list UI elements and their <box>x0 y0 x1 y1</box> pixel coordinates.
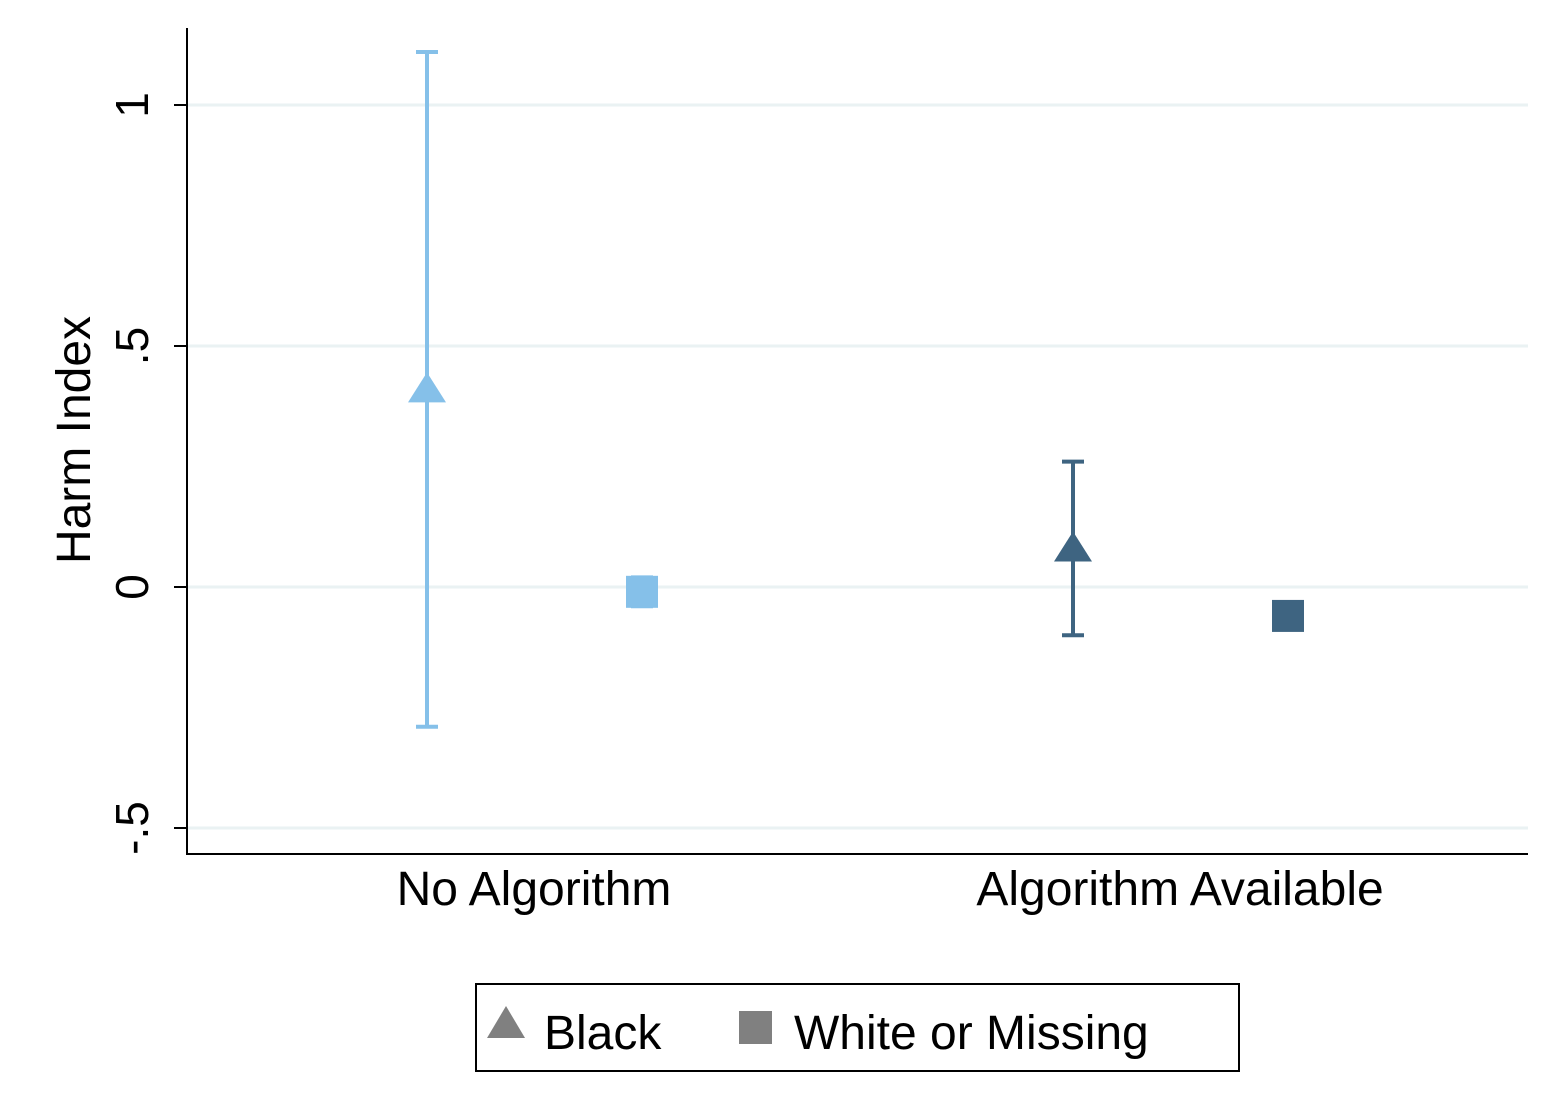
legend-square-icon <box>739 1011 772 1044</box>
y-tick-label: -.5 <box>106 801 158 855</box>
data-point-triangle <box>408 372 446 403</box>
x-category-label: Algorithm Available <box>976 863 1383 916</box>
grid-lines <box>187 103 1528 830</box>
y-ticks: -.5 0 .5 1 <box>106 92 187 855</box>
legend-label-white-or-missing: White or Missing <box>794 1007 1149 1060</box>
data-point-square <box>1272 599 1304 632</box>
y-tick-label: 0 <box>106 574 158 600</box>
legend-box <box>475 983 1240 1072</box>
legend: Black White or Missing <box>475 983 1240 1072</box>
legend-triangle-icon <box>487 1006 525 1038</box>
x-category-label: No Algorithm <box>397 863 672 916</box>
y-tick-label: .5 <box>106 327 158 365</box>
x-category-labels: No Algorithm Algorithm Available <box>397 863 1384 916</box>
axes <box>186 28 1528 855</box>
legend-label-black: Black <box>544 1007 662 1060</box>
y-tick-label: 1 <box>106 92 158 118</box>
data-marks <box>408 49 1304 729</box>
y-axis-title: Harm Index <box>48 316 101 564</box>
data-point-square <box>626 575 658 608</box>
data-point-triangle <box>1054 531 1092 562</box>
